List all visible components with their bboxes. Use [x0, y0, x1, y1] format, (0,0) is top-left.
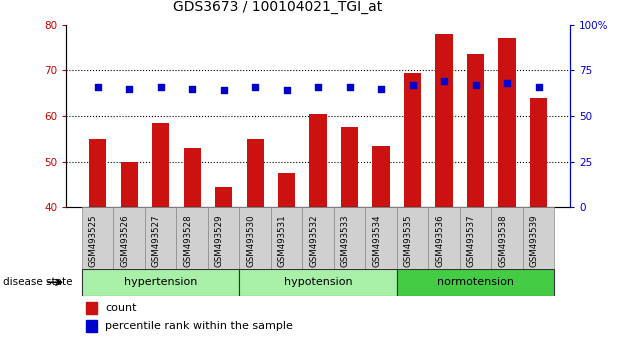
- Bar: [372, 145, 390, 207]
- Text: GDS3673 / 100104021_TGI_at: GDS3673 / 100104021_TGI_at: [173, 0, 382, 14]
- Bar: [145, 207, 176, 269]
- Bar: [397, 207, 428, 269]
- Text: GSM493530: GSM493530: [246, 215, 255, 267]
- Bar: [334, 207, 365, 269]
- Bar: [467, 55, 484, 207]
- Bar: [365, 207, 397, 269]
- Text: GSM493531: GSM493531: [278, 215, 287, 267]
- Bar: [215, 187, 232, 207]
- Text: disease state: disease state: [3, 277, 72, 287]
- Bar: [89, 139, 106, 207]
- Bar: [120, 161, 138, 207]
- Point: [439, 79, 449, 84]
- Bar: [239, 207, 271, 269]
- Bar: [397, 269, 554, 296]
- Bar: [86, 320, 98, 332]
- Bar: [491, 207, 523, 269]
- Text: GSM493532: GSM493532: [309, 215, 318, 267]
- Text: percentile rank within the sample: percentile rank within the sample: [105, 321, 293, 331]
- Bar: [460, 207, 491, 269]
- Bar: [152, 123, 169, 207]
- Text: count: count: [105, 303, 137, 313]
- Point: [313, 84, 323, 90]
- Bar: [208, 207, 239, 269]
- Text: GSM493538: GSM493538: [498, 215, 507, 267]
- Text: GSM493539: GSM493539: [530, 215, 539, 267]
- Text: GSM493526: GSM493526: [120, 215, 129, 267]
- Text: GSM493537: GSM493537: [467, 215, 476, 267]
- Bar: [530, 98, 547, 207]
- Bar: [239, 269, 397, 296]
- Point: [124, 86, 134, 91]
- Point: [345, 84, 355, 90]
- Bar: [82, 269, 239, 296]
- Point: [502, 80, 512, 86]
- Point: [376, 86, 386, 91]
- Bar: [271, 207, 302, 269]
- Point: [534, 84, 544, 90]
- Point: [250, 84, 260, 90]
- Text: GSM493535: GSM493535: [404, 215, 413, 267]
- Bar: [246, 139, 264, 207]
- Bar: [435, 34, 453, 207]
- Point: [408, 82, 418, 88]
- Point: [93, 84, 103, 90]
- Text: GSM493533: GSM493533: [341, 215, 350, 267]
- Bar: [341, 127, 358, 207]
- Point: [156, 84, 166, 90]
- Bar: [302, 207, 334, 269]
- Bar: [176, 207, 208, 269]
- Text: GSM493527: GSM493527: [152, 215, 161, 267]
- Bar: [498, 39, 516, 207]
- Bar: [523, 207, 554, 269]
- Bar: [309, 114, 327, 207]
- Text: GSM493536: GSM493536: [435, 215, 444, 267]
- Text: GSM493525: GSM493525: [89, 215, 98, 267]
- Bar: [183, 148, 201, 207]
- Bar: [86, 302, 98, 314]
- Bar: [82, 207, 113, 269]
- Bar: [278, 173, 295, 207]
- Text: GSM493529: GSM493529: [215, 215, 224, 267]
- Text: hypotension: hypotension: [284, 277, 352, 287]
- Bar: [428, 207, 460, 269]
- Point: [219, 87, 229, 93]
- Text: normotension: normotension: [437, 277, 514, 287]
- Point: [187, 86, 197, 91]
- Bar: [113, 207, 145, 269]
- Text: GSM493534: GSM493534: [372, 215, 381, 267]
- Text: hypertension: hypertension: [124, 277, 197, 287]
- Bar: [404, 73, 421, 207]
- Point: [282, 87, 292, 93]
- Text: GSM493528: GSM493528: [183, 215, 192, 267]
- Point: [471, 82, 481, 88]
